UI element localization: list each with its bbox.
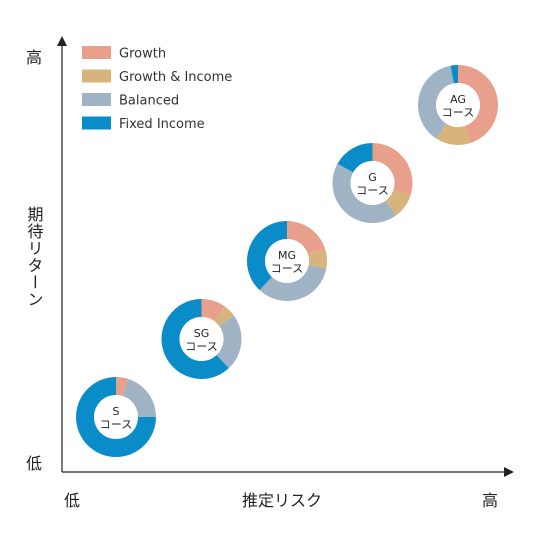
donut-mg-label: コース xyxy=(271,262,303,275)
donut-sg-segment-2 xyxy=(216,315,242,369)
legend-swatch-0 xyxy=(82,46,111,59)
legend-label-1: Growth & Income xyxy=(119,70,232,85)
donut-mg-segment-3 xyxy=(246,221,287,291)
donut-ag-segment-0 xyxy=(458,65,499,144)
donut-g-label: コース xyxy=(356,184,388,197)
legend: Growth Growth & Income Balanced Fixed Incom… xyxy=(82,46,232,132)
donut-mg-segment-2 xyxy=(259,265,327,301)
legend-label-3: Fixed Income xyxy=(119,117,205,132)
x-axis-label: 推定リスク xyxy=(242,491,322,510)
x-tick-low: 低 xyxy=(64,491,80,510)
donut-mg-segment-1 xyxy=(307,248,327,269)
donut-ag-code: AG xyxy=(450,93,466,106)
y-tick-low: 低 xyxy=(26,454,42,473)
donut-sg-segment-3 xyxy=(161,299,229,379)
donut-mg-code: MG xyxy=(278,249,296,262)
donut-s-segment-0 xyxy=(116,377,129,397)
donut-ag-segment-3 xyxy=(450,65,458,84)
donut-g-segment-3 xyxy=(337,143,373,173)
legend-label-2: Balanced xyxy=(119,94,179,109)
donut-sg-segment-0 xyxy=(201,299,226,322)
donut-s-hole xyxy=(94,395,138,439)
donut-sg-label: コース xyxy=(185,340,217,353)
donut-ag-segment-2 xyxy=(418,65,454,139)
legend-label-0: Growth xyxy=(119,47,166,62)
donut-s-segment-2 xyxy=(122,378,156,417)
donut-ag-hole xyxy=(436,83,480,127)
donut-g-segment-0 xyxy=(372,143,413,196)
donut-s-label: コース xyxy=(100,418,132,431)
donut-g-segment-1 xyxy=(385,189,411,216)
donut-g-segment-2 xyxy=(332,163,397,224)
donut-mg-hole xyxy=(265,239,309,283)
donut-g-hole xyxy=(350,161,395,205)
legend-swatch-3 xyxy=(82,116,111,130)
legend-swatch-2 xyxy=(82,93,111,106)
donut-sg-segment-1 xyxy=(214,306,234,327)
donut-s-code: S xyxy=(113,405,120,418)
donut-s-segment-3 xyxy=(76,377,156,457)
y-tick-high: 高 xyxy=(26,48,42,67)
y-axis-label: 期待リターン xyxy=(25,206,44,308)
donut-ag-segment-1 xyxy=(436,123,471,145)
donut-ag-label: コース xyxy=(442,106,474,119)
donut-mg-segment-0 xyxy=(287,221,326,255)
donut-sg-hole xyxy=(179,317,224,361)
x-tick-high: 高 xyxy=(482,491,498,510)
donut-sg-code: SG xyxy=(194,327,210,340)
legend-swatch-1 xyxy=(82,69,111,83)
donut-g-code: G xyxy=(368,171,377,184)
